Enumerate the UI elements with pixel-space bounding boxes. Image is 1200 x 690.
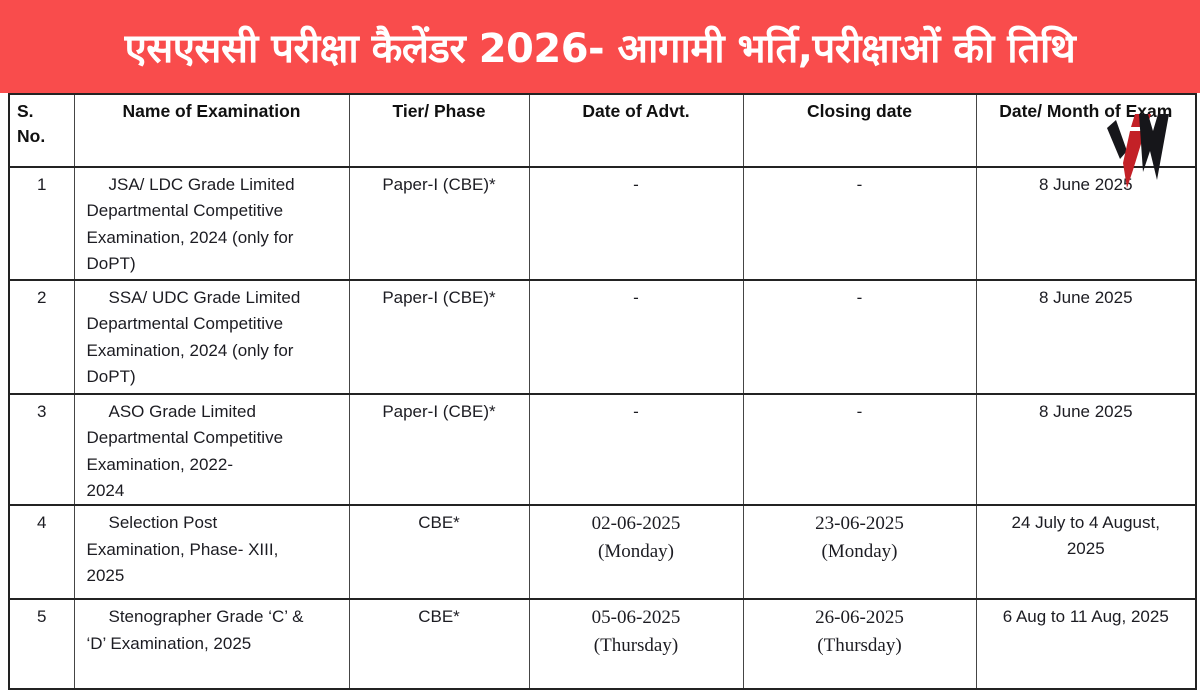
cell-exam-date: 24 July to 4 August, 2025 <box>975 504 1197 601</box>
cell-closing-date: - <box>742 166 977 281</box>
cell-date-of-advt: 05-06-2025 (Thursday) <box>528 598 744 690</box>
cell-tier-phase: Paper-I (CBE)* <box>348 279 530 395</box>
col-header-sno: S. No. <box>8 93 75 168</box>
cell-serial-number: 5 <box>8 598 75 690</box>
table-row: 2 SSA/ UDC Grade Limited Departmental Co… <box>8 279 1197 395</box>
cell-exam-date: 8 June 2025 <box>975 392 1197 507</box>
cell-exam-name: Stenographer Grade ‘C’ & ‘D’ Examination… <box>73 598 350 690</box>
header-banner: एसएससी परीक्षा कैलेंडर 2026- आगामी भर्ति… <box>0 0 1200 93</box>
cell-date-of-advt: - <box>528 166 744 281</box>
table-row: 4 Selection Post Examination, Phase- XII… <box>8 504 1197 601</box>
cell-tier-phase: Paper-I (CBE)* <box>348 392 530 507</box>
cell-date-of-advt: 02-06-2025 (Monday) <box>528 504 744 601</box>
cell-exam-date: 6 Aug to 11 Aug, 2025 <box>975 598 1197 690</box>
cell-exam-date: 8 June 2025 <box>975 166 1197 281</box>
cell-serial-number: 4 <box>8 504 75 601</box>
table-row: 1 JSA/ LDC Grade Limited Departmental Co… <box>8 166 1197 281</box>
cell-closing-date: 26-06-2025 (Thursday) <box>742 598 977 690</box>
cell-tier-phase: CBE* <box>348 504 530 601</box>
cell-serial-number: 2 <box>8 279 75 395</box>
cell-date-of-advt: - <box>528 392 744 507</box>
exam-calendar-table: S. No. Name of Examination Tier/ Phase D… <box>8 93 1197 690</box>
exam-calendar-table-wrap: S. No. Name of Examination Tier/ Phase D… <box>8 93 1197 690</box>
banner-title: एसएससी परीक्षा कैलेंडर 2026- आगामी भर्ति… <box>124 26 1076 72</box>
cell-closing-date: - <box>742 279 977 395</box>
cell-exam-date: 8 June 2025 <box>975 279 1197 395</box>
cell-exam-name: JSA/ LDC Grade Limited Departmental Comp… <box>73 166 350 281</box>
table-row: 5 Stenographer Grade ‘C’ & ‘D’ Examinati… <box>8 598 1197 690</box>
cell-tier-phase: CBE* <box>348 598 530 690</box>
cell-date-of-advt: - <box>528 279 744 395</box>
col-header-tier-phase: Tier/ Phase <box>348 93 530 168</box>
exam-table-body: 1 JSA/ LDC Grade Limited Departmental Co… <box>8 166 1197 690</box>
col-header-exam-name: Name of Examination <box>73 93 350 168</box>
cell-closing-date: - <box>742 392 977 507</box>
cell-exam-name: ASO Grade Limited Departmental Competiti… <box>73 392 350 507</box>
cell-serial-number: 3 <box>8 392 75 507</box>
red-pen-w-monogram-logo <box>1106 114 1170 194</box>
cell-closing-date: 23-06-2025 (Monday) <box>742 504 977 601</box>
col-header-date-advt: Date of Advt. <box>528 93 744 168</box>
cell-tier-phase: Paper-I (CBE)* <box>348 166 530 281</box>
cell-serial-number: 1 <box>8 166 75 281</box>
pen-w-logo-icon <box>1107 114 1169 188</box>
table-row: 3 ASO Grade Limited Departmental Competi… <box>8 392 1197 507</box>
cell-exam-name: Selection Post Examination, Phase- XIII,… <box>73 504 350 601</box>
col-header-closing-date: Closing date <box>742 93 977 168</box>
cell-exam-name: SSA/ UDC Grade Limited Departmental Comp… <box>73 279 350 395</box>
table-header-row: S. No. Name of Examination Tier/ Phase D… <box>8 93 1197 168</box>
